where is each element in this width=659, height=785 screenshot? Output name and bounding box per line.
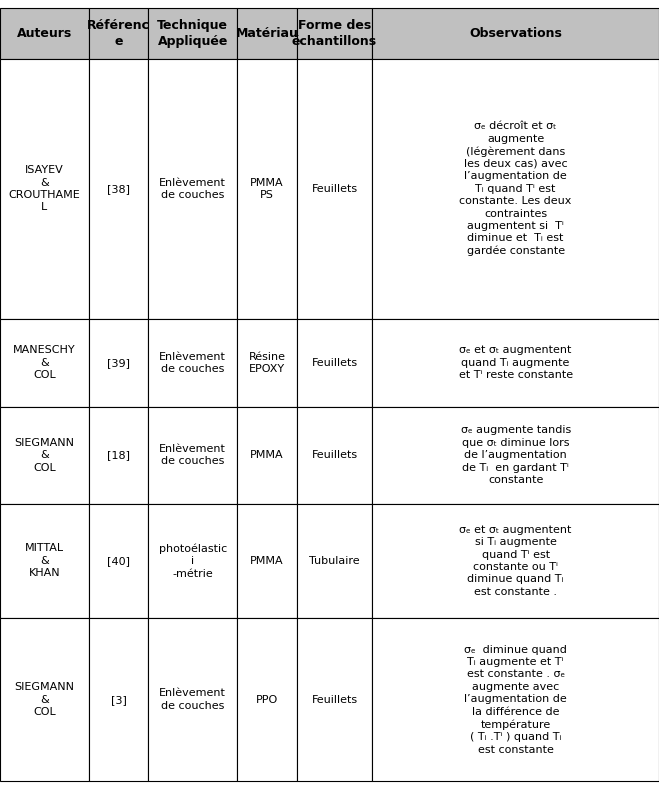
Bar	[0, 319, 89, 407]
Bar	[297, 407, 372, 504]
Bar	[148, 504, 237, 618]
Bar	[372, 504, 659, 618]
Bar	[89, 319, 148, 407]
Text: σₑ et σₜ augmentent
si Tᵢ augmente
quand Tⁱ est
constante ou Tⁱ
diminue quand Tᵢ: σₑ et σₜ augmentent si Tᵢ augmente quand…	[459, 525, 572, 597]
Text: σₑ  diminue quand
Tᵢ augmente et Tⁱ
est constante . σₑ
augmente avec
l’augmentat: σₑ diminue quand Tᵢ augmente et Tⁱ est c…	[464, 644, 567, 754]
Text: ISAYEV
&
CROUTHAME
L: ISAYEV & CROUTHAME L	[9, 165, 80, 213]
Bar	[89, 59, 148, 319]
Bar	[297, 618, 372, 781]
Text: MANESCHY
&
COL: MANESCHY & COL	[13, 345, 76, 380]
Bar	[0, 8, 89, 59]
Bar	[0, 618, 89, 781]
Text: σₑ augmente tandis
que σₜ diminue lors
de l’augmentation
de Tᵢ  en gardant Tⁱ
co: σₑ augmente tandis que σₜ diminue lors d…	[461, 425, 571, 485]
Bar	[148, 618, 237, 781]
Text: Enlèvement
de couches: Enlèvement de couches	[159, 688, 226, 710]
Bar	[237, 59, 297, 319]
Bar	[297, 59, 372, 319]
Bar	[297, 504, 372, 618]
Text: Enlèvement
de couches: Enlèvement de couches	[159, 352, 226, 374]
Text: [38]: [38]	[107, 184, 130, 194]
Text: Feuillets: Feuillets	[312, 695, 357, 705]
Bar	[372, 407, 659, 504]
Text: Enlèvement
de couches: Enlèvement de couches	[159, 444, 226, 466]
Text: photoélastic
i
-métrie: photoélastic i -métrie	[159, 543, 227, 579]
Bar	[0, 504, 89, 618]
Bar	[372, 59, 659, 319]
Bar	[89, 8, 148, 59]
Bar	[372, 8, 659, 59]
Bar	[148, 59, 237, 319]
Text: PMMA: PMMA	[250, 556, 284, 566]
Bar	[0, 59, 89, 319]
Text: Observations: Observations	[469, 27, 562, 40]
Bar	[237, 504, 297, 618]
Text: Technique
Appliquée: Technique Appliquée	[158, 19, 228, 48]
Text: MITTAL
&
KHAN: MITTAL & KHAN	[25, 543, 64, 579]
Bar	[89, 407, 148, 504]
Text: Auteurs: Auteurs	[17, 27, 72, 40]
Text: σₑ décroît et σₜ
augmente
(légèrement dans
les deux cas) avec
l’augmentation de
: σₑ décroît et σₜ augmente (légèrement da…	[459, 121, 572, 257]
Text: Tubulaire: Tubulaire	[309, 556, 360, 566]
Bar	[89, 618, 148, 781]
Bar	[89, 504, 148, 618]
Text: Feuillets: Feuillets	[312, 451, 357, 460]
Bar	[372, 618, 659, 781]
Text: σₑ et σₜ augmentent
quand Tᵢ augmente
et Tⁱ reste constante: σₑ et σₜ augmentent quand Tᵢ augmente et…	[459, 345, 573, 380]
Bar	[148, 407, 237, 504]
Text: PPO: PPO	[256, 695, 278, 705]
Bar	[237, 319, 297, 407]
Bar	[297, 8, 372, 59]
Bar	[297, 319, 372, 407]
Bar	[237, 8, 297, 59]
Text: PMMA: PMMA	[250, 451, 284, 460]
Bar	[0, 407, 89, 504]
Text: Matériau: Matériau	[235, 27, 299, 40]
Text: SIEGMANN
&
COL: SIEGMANN & COL	[14, 682, 74, 717]
Text: [39]: [39]	[107, 358, 130, 367]
Text: Résine
EPOXY: Résine EPOXY	[248, 352, 285, 374]
Text: [3]: [3]	[111, 695, 127, 705]
Text: PMMA
PS: PMMA PS	[250, 177, 284, 200]
Text: Feuillets: Feuillets	[312, 184, 357, 194]
Bar	[237, 407, 297, 504]
Text: Feuillets: Feuillets	[312, 358, 357, 367]
Bar	[148, 319, 237, 407]
Text: Référenc
e: Référenc e	[87, 19, 150, 48]
Bar	[237, 618, 297, 781]
Text: [40]: [40]	[107, 556, 130, 566]
Text: [18]: [18]	[107, 451, 130, 460]
Text: Enlèvement
de couches: Enlèvement de couches	[159, 177, 226, 200]
Text: Forme des
échantillons: Forme des échantillons	[292, 19, 377, 48]
Bar	[148, 8, 237, 59]
Bar	[372, 319, 659, 407]
Text: SIEGMANN
&
COL: SIEGMANN & COL	[14, 438, 74, 473]
